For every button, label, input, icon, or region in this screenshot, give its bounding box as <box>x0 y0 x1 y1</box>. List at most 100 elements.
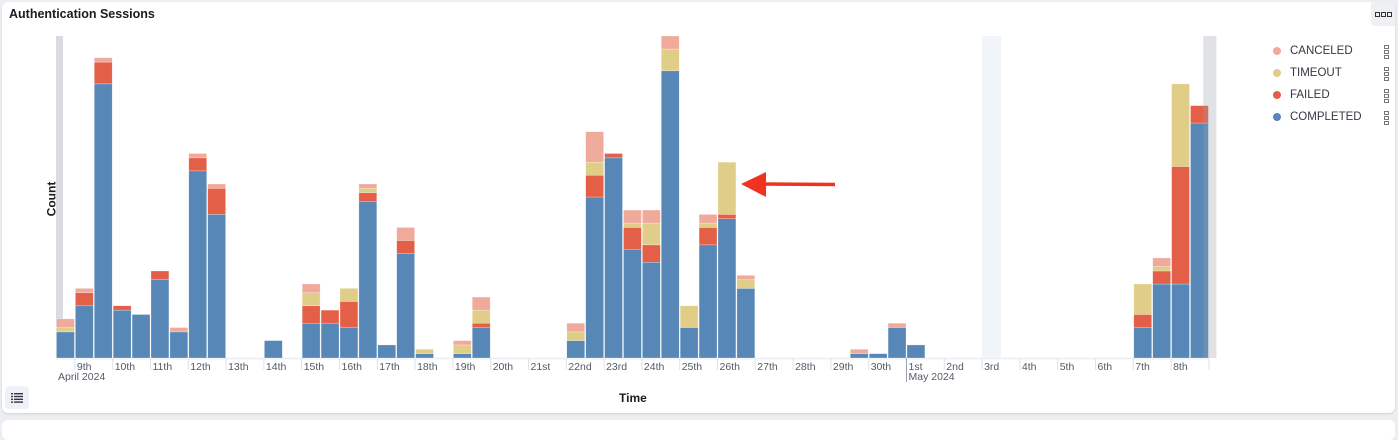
bar-segment-canceled[interactable] <box>396 227 415 241</box>
bar-segment-canceled[interactable] <box>94 57 113 63</box>
bar-segment-completed[interactable] <box>472 327 491 359</box>
bar-segment-completed[interactable] <box>150 279 170 359</box>
bar-segment-completed[interactable] <box>566 340 585 359</box>
bar-segment-completed[interactable] <box>320 322 340 359</box>
bar-segment-failed[interactable] <box>301 305 321 324</box>
bar-segment-completed[interactable] <box>1171 283 1190 359</box>
bar-segment-completed[interactable] <box>415 353 434 359</box>
bar-segment-failed[interactable] <box>112 305 132 311</box>
bar-segment-canceled[interactable] <box>188 153 207 159</box>
bar-segment-failed[interactable] <box>623 227 642 250</box>
bar-segment-canceled[interactable] <box>585 131 604 163</box>
bar-segment-completed[interactable] <box>868 353 888 359</box>
bar-segment-failed[interactable] <box>188 157 207 172</box>
bar-segment-failed[interactable] <box>150 270 170 280</box>
bar-segment-completed[interactable] <box>585 196 604 359</box>
bar-segment-timeout[interactable] <box>472 309 491 324</box>
bar-segment-timeout[interactable] <box>453 344 472 354</box>
bar-segment-timeout[interactable] <box>56 327 75 333</box>
bar-segment-failed[interactable] <box>207 188 226 215</box>
legend-item-canceled[interactable]: CANCELED <box>1272 40 1390 62</box>
bar-segment-completed[interactable] <box>850 353 869 359</box>
bar-segment-timeout[interactable] <box>717 161 737 215</box>
legend-options-icon[interactable] <box>1384 89 1389 103</box>
bar-segment-canceled[interactable] <box>850 349 869 354</box>
bar-segment-canceled[interactable] <box>169 327 189 333</box>
bar-segment-canceled[interactable] <box>736 275 756 280</box>
bar-segment-completed[interactable] <box>264 340 283 359</box>
bar-segment-canceled[interactable] <box>566 322 585 333</box>
bar-segment-canceled[interactable] <box>472 296 491 311</box>
toggle-legend-list-button[interactable] <box>5 386 29 409</box>
bar-segment-completed[interactable] <box>188 170 207 359</box>
bar-segment-completed[interactable] <box>131 314 151 359</box>
stacked-bar-chart[interactable]: 9th 10th 11th 12th 13th 14th 15th 16th 17th 18th 1… <box>0 0 1393 411</box>
bar-segment-completed[interactable] <box>661 70 680 359</box>
legend-item-failed[interactable]: FAILED <box>1272 84 1390 106</box>
bar-segment-timeout[interactable] <box>1152 266 1171 272</box>
bar-segment-canceled[interactable] <box>358 183 378 189</box>
bar-segment-failed[interactable] <box>585 174 604 198</box>
bar-segment-timeout[interactable] <box>566 331 585 341</box>
bar-segment-canceled[interactable] <box>56 318 75 328</box>
bar-segment-timeout[interactable] <box>301 292 321 307</box>
bar-segment-canceled[interactable] <box>661 35 680 50</box>
bar-segment-canceled[interactable] <box>301 283 321 293</box>
bar-segment-completed[interactable] <box>207 214 226 359</box>
bar-segment-canceled[interactable] <box>453 340 472 346</box>
bar-segment-timeout[interactable] <box>623 222 642 228</box>
bar-segment-failed[interactable] <box>472 322 491 328</box>
bar-segment-completed[interactable] <box>642 262 661 359</box>
bar-segment-completed[interactable] <box>377 344 396 359</box>
bar-segment-completed[interactable] <box>1133 327 1152 359</box>
bar-segment-timeout[interactable] <box>698 222 718 228</box>
bar-segment-failed[interactable] <box>75 292 94 307</box>
bar-segment-failed[interactable] <box>396 240 415 254</box>
bar-segment-failed[interactable] <box>1133 314 1152 328</box>
bar-segment-completed[interactable] <box>717 218 737 359</box>
legend-item-timeout[interactable]: TIMEOUT <box>1272 62 1390 84</box>
bar-segment-failed[interactable] <box>1190 105 1209 124</box>
bar-segment-completed[interactable] <box>736 288 756 359</box>
bar-segment-timeout[interactable] <box>585 161 604 176</box>
bar-segment-completed[interactable] <box>94 83 113 359</box>
bar-segment-completed[interactable] <box>679 327 699 359</box>
bar-segment-completed[interactable] <box>906 344 926 359</box>
bar-segment-timeout[interactable] <box>642 222 661 246</box>
bar-segment-failed[interactable] <box>320 309 340 324</box>
bar-segment-failed[interactable] <box>94 61 113 85</box>
bar-segment-timeout[interactable] <box>736 279 756 289</box>
bar-segment-completed[interactable] <box>169 331 189 359</box>
bar-segment-failed[interactable] <box>358 192 378 202</box>
bar-segment-completed[interactable] <box>1152 283 1171 359</box>
legend-options-icon[interactable] <box>1384 111 1389 125</box>
bar-segment-failed[interactable] <box>717 214 737 220</box>
bar-segment-completed[interactable] <box>453 353 472 359</box>
bar-segment-failed[interactable] <box>642 244 661 263</box>
bar-segment-completed[interactable] <box>339 327 359 359</box>
bar-segment-failed[interactable] <box>698 227 718 246</box>
bar-segment-completed[interactable] <box>887 327 907 359</box>
bar-segment-timeout[interactable] <box>679 305 699 328</box>
bar-segment-canceled[interactable] <box>75 288 94 293</box>
bar-segment-completed[interactable] <box>698 244 718 359</box>
bar-segment-completed[interactable] <box>623 248 642 359</box>
bar-segment-timeout[interactable] <box>415 349 434 354</box>
bar-segment-timeout[interactable] <box>661 48 680 72</box>
legend-item-completed[interactable]: COMPLETED <box>1272 106 1390 128</box>
panel-options-button[interactable] <box>1371 2 1395 26</box>
bar-segment-canceled[interactable] <box>642 209 661 224</box>
bar-segment-failed[interactable] <box>1152 270 1171 285</box>
bar-segment-timeout[interactable] <box>1133 283 1152 315</box>
legend-options-icon[interactable] <box>1384 45 1389 59</box>
bar-segment-completed[interactable] <box>112 309 132 359</box>
legend-options-icon[interactable] <box>1384 67 1389 81</box>
bar-segment-canceled[interactable] <box>887 322 907 328</box>
bar-segment-completed[interactable] <box>56 331 75 359</box>
bar-segment-canceled[interactable] <box>207 183 226 189</box>
bar-segment-canceled[interactable] <box>623 209 642 224</box>
bar-segment-completed[interactable] <box>301 322 321 359</box>
bar-segment-canceled[interactable] <box>698 214 718 224</box>
bar-segment-completed[interactable] <box>358 201 378 359</box>
bar-segment-completed[interactable] <box>396 253 415 359</box>
